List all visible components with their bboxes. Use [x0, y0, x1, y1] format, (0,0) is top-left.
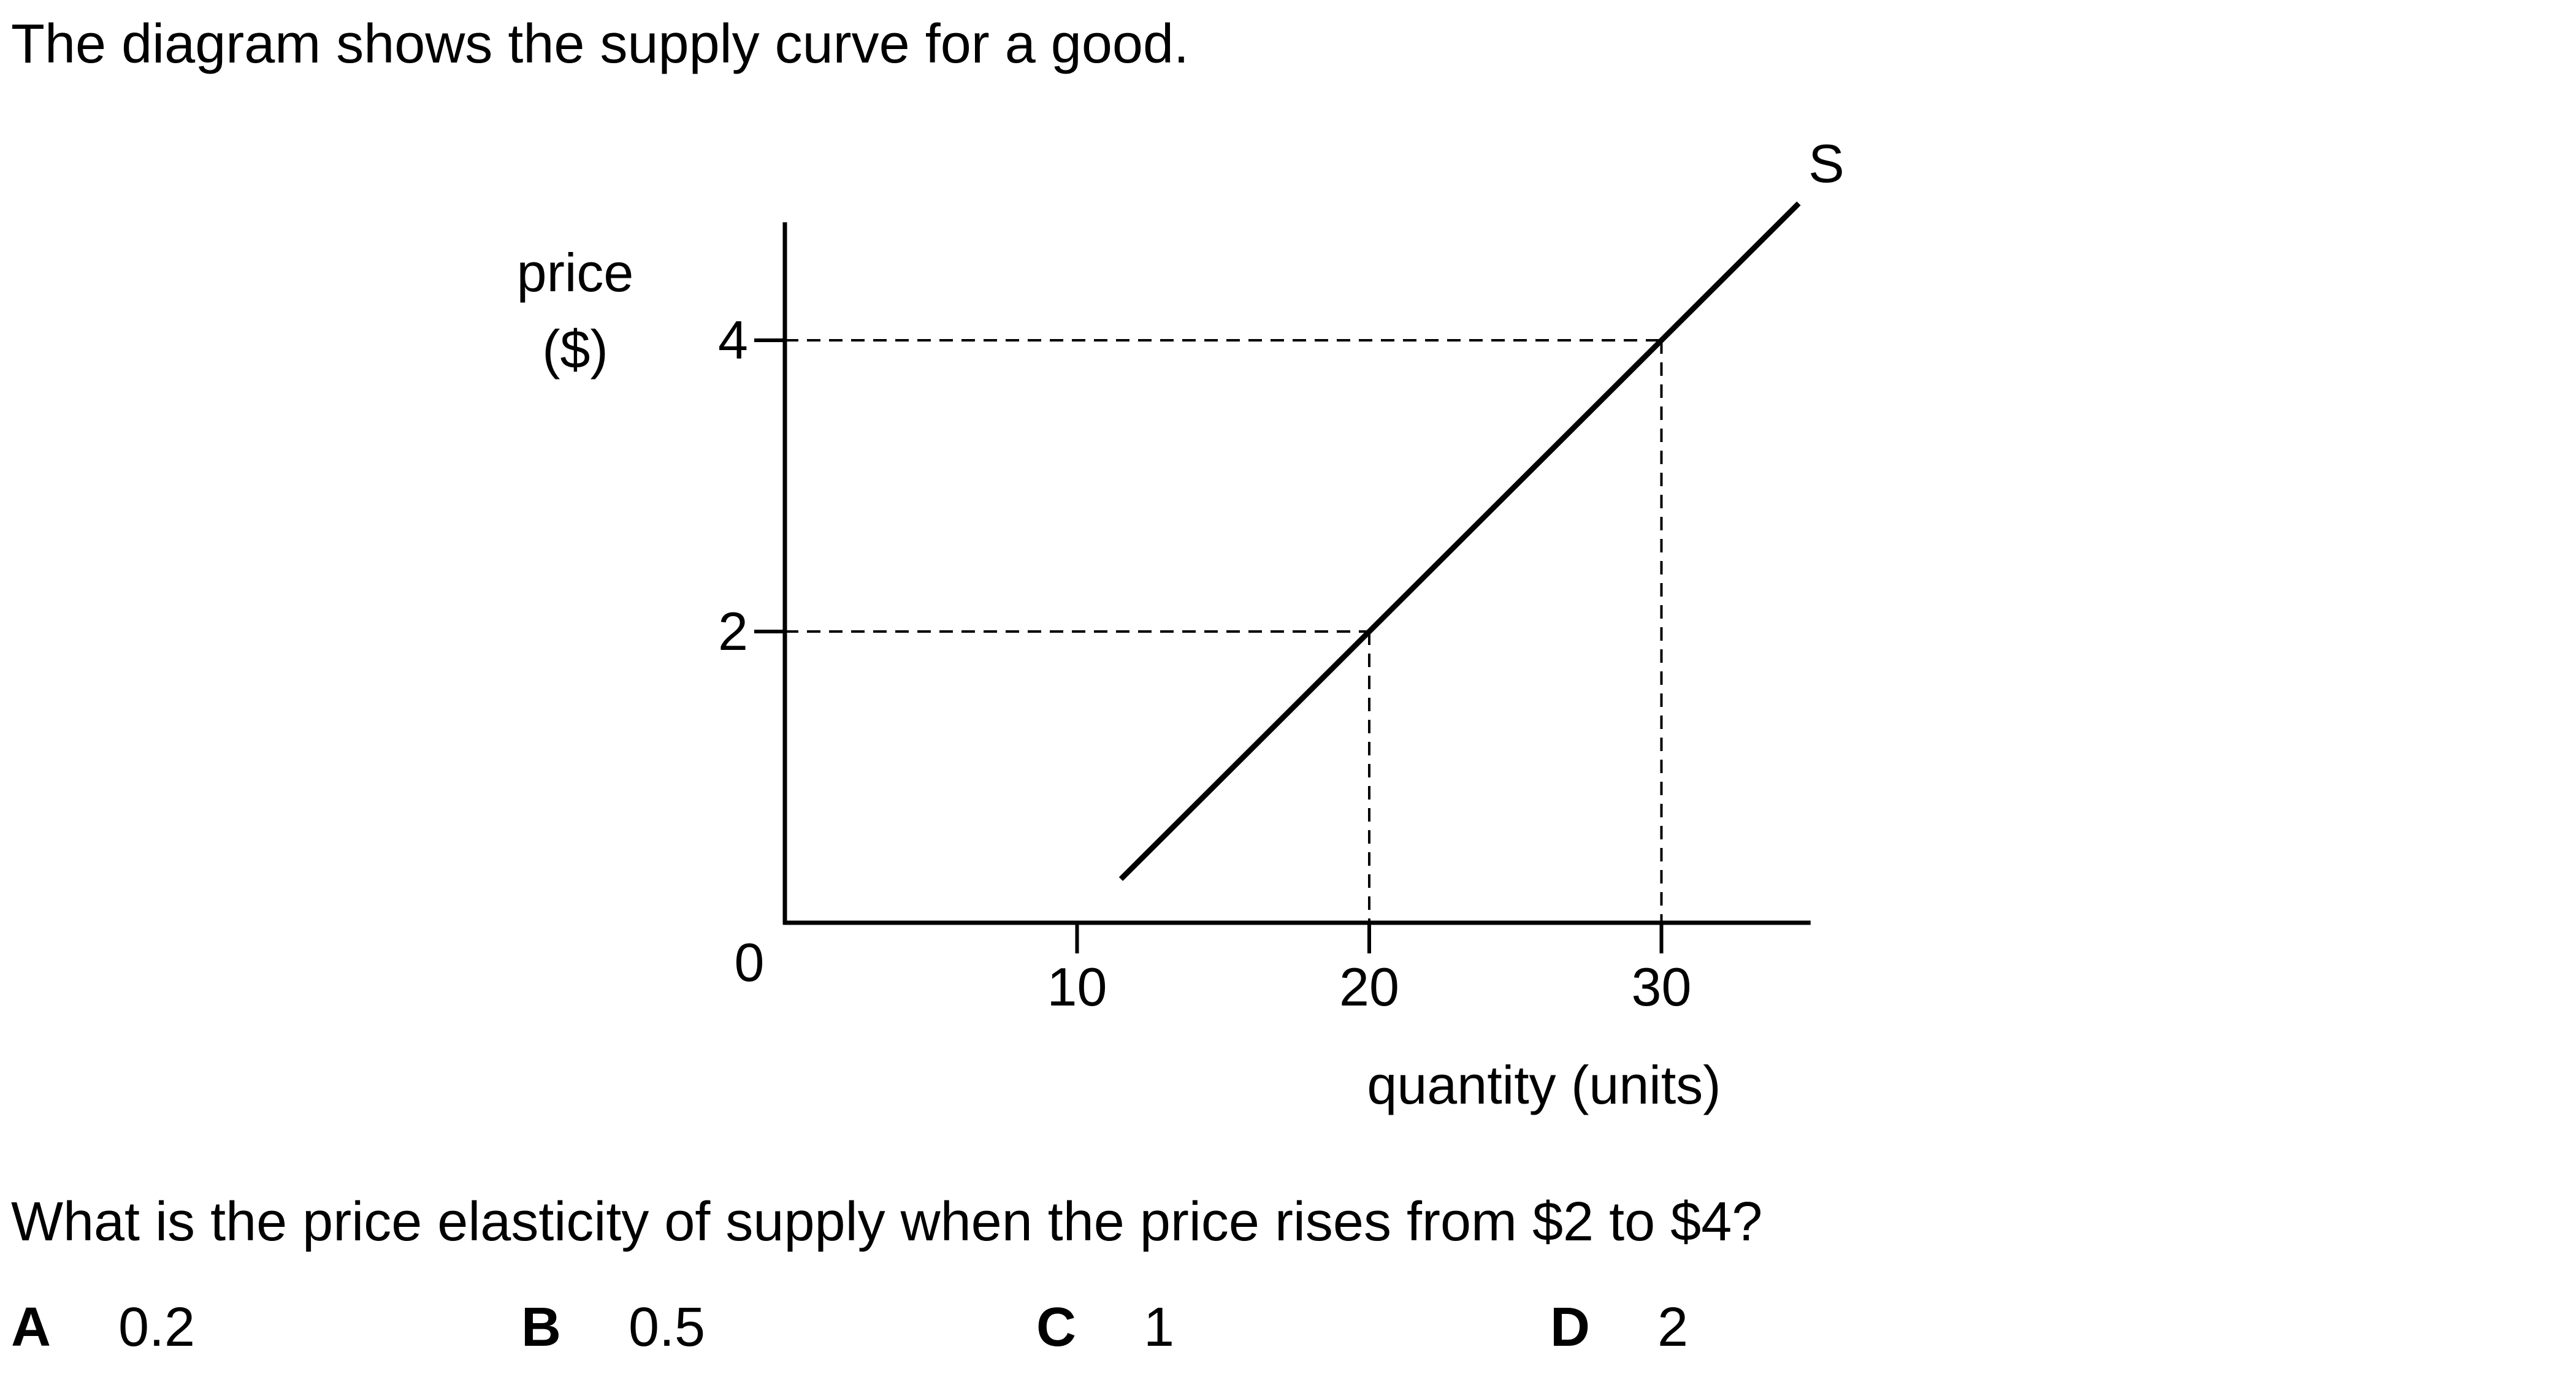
x-tick-label: 20 — [1339, 956, 1399, 1017]
option-value: 0.2 — [118, 1297, 196, 1358]
origin-label: 0 — [735, 932, 765, 993]
x-tick-label: 30 — [1632, 956, 1692, 1017]
y-axis-label-line2: ($) — [542, 319, 608, 380]
intro-text: The diagram shows the supply curve for a… — [11, 13, 1190, 75]
y-axis-label-line1: price — [517, 242, 634, 303]
option-letter: C — [1036, 1297, 1076, 1358]
reference-lines — [785, 339, 1663, 923]
x-tick-label: 10 — [1047, 956, 1107, 1017]
axis-ticks: 2 4 10 20 30 — [718, 310, 1691, 1017]
series-layer: S — [1118, 133, 1844, 881]
option-b[interactable]: B 0.5 — [521, 1291, 705, 1364]
y-tick-label: 4 — [718, 310, 748, 370]
x-axis-label: quantity (units) — [1367, 1055, 1721, 1115]
supply-curve-label: S — [1808, 133, 1844, 194]
option-value: 1 — [1144, 1297, 1175, 1358]
supply-curve — [1118, 201, 1801, 881]
option-value: 0.5 — [629, 1297, 706, 1358]
option-a[interactable]: A 0.2 — [11, 1291, 195, 1364]
chart-axes — [782, 222, 1811, 925]
axis-labels: price ($) quantity (units) 0 — [517, 242, 1721, 1115]
option-value: 2 — [1657, 1297, 1689, 1358]
option-letter: B — [521, 1297, 561, 1358]
question-text: What is the price elasticity of supply w… — [11, 1191, 1763, 1253]
option-letter: D — [1550, 1297, 1590, 1358]
option-letter: A — [11, 1297, 51, 1358]
y-tick-label: 2 — [718, 601, 748, 662]
